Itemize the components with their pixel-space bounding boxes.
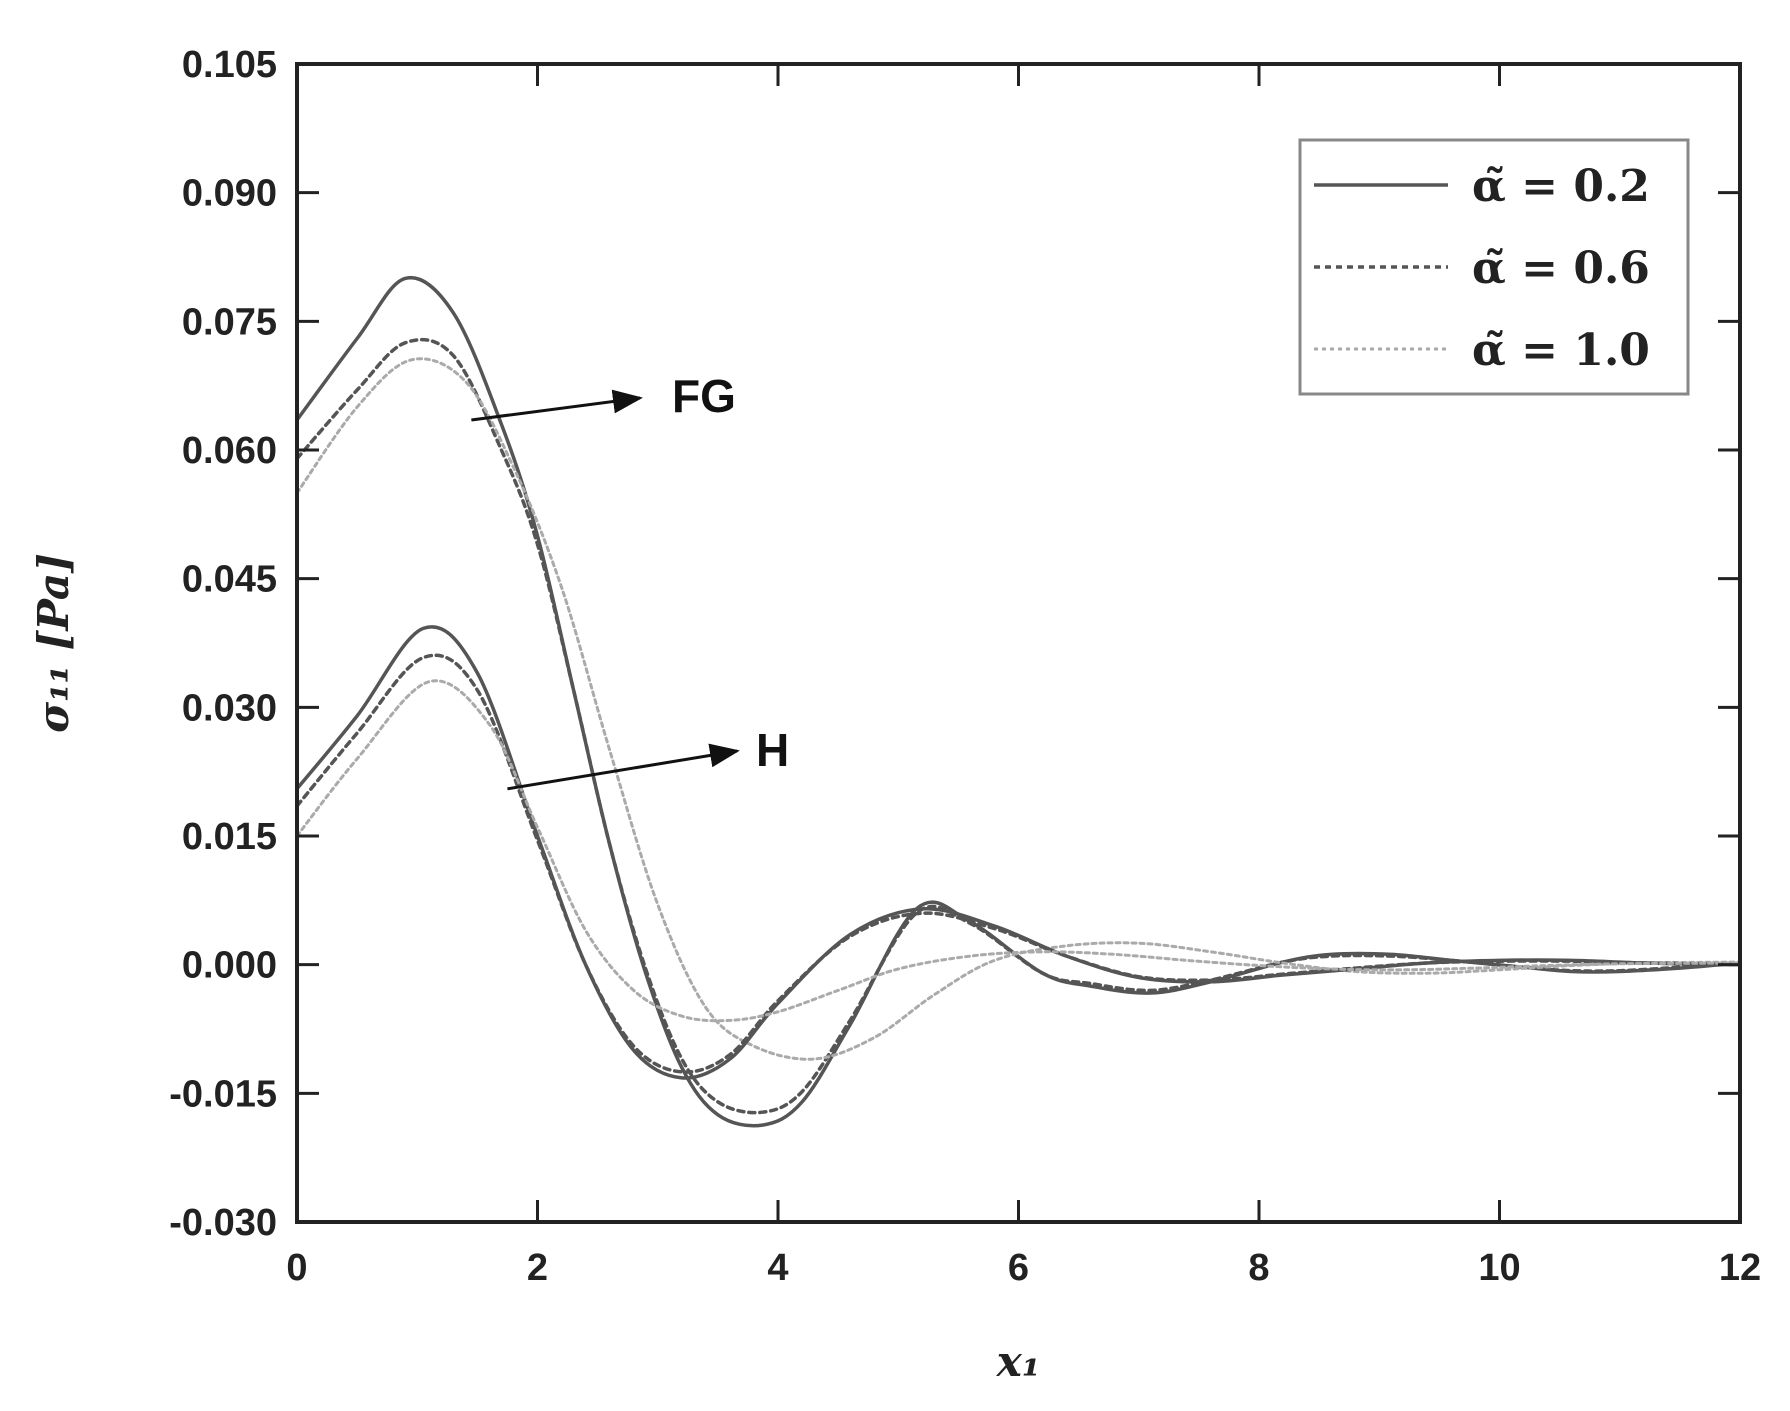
- legend-label-1: α̃ = 0.6: [1472, 243, 1650, 294]
- legend-label-0: α̃ = 0.2: [1472, 161, 1650, 212]
- y-tick-label-4: 0.030: [182, 687, 277, 729]
- y-tick-label-9: 0.105: [182, 44, 277, 86]
- annotation-label-fg: FG: [672, 370, 736, 422]
- y-tick-label-8: 0.090: [182, 173, 277, 215]
- ticks-layer: 0 2 4 6 8 10 12 -0.030 -0.015 0.000 0.015 0.030 0.04…: [169, 44, 1761, 1289]
- y-tick-label-6: 0.060: [182, 430, 277, 472]
- annotation-arrow-fg: [471, 389, 643, 422]
- x-tick-label-1: 2: [527, 1247, 548, 1289]
- series-line-4: [295, 653, 1742, 1074]
- x-tick-label-3: 6: [1008, 1247, 1029, 1289]
- series-line-3: [295, 625, 1742, 1080]
- series-line-2: [295, 357, 1742, 1061]
- y-tick-label-5: 0.045: [182, 559, 277, 601]
- y-tick-label-2: 0.000: [182, 945, 277, 987]
- y-tick-label-3: 0.015: [182, 816, 277, 858]
- legend: α̃ = 0.2 α̃ = 0.6 α̃ = 1.0: [1298, 138, 1690, 396]
- x-axis-title: x₁: [996, 1337, 1040, 1386]
- y-tick-label-1: -0.015: [169, 1073, 277, 1115]
- y-tick-label-0: -0.030: [169, 1202, 277, 1244]
- series-layer: [295, 275, 1742, 1128]
- annotations-layer: FG H: [471, 370, 789, 791]
- annotation-arrow-h: [507, 743, 740, 791]
- legend-label-2: α̃ = 1.0: [1472, 325, 1650, 376]
- x-tick-label-4: 8: [1248, 1247, 1269, 1289]
- y-axis-title: σ₁₁ [Pa]: [29, 553, 78, 733]
- series-line-5: [295, 679, 1742, 1023]
- x-tick-label-0: 0: [286, 1247, 307, 1289]
- series-line-0: [295, 275, 1742, 1128]
- x-tick-label-6: 12: [1719, 1247, 1761, 1289]
- annotation-label-h: H: [756, 724, 789, 776]
- x-tick-label-5: 10: [1478, 1247, 1520, 1289]
- series-line-1: [295, 337, 1742, 1115]
- legend-box: [1298, 138, 1690, 396]
- y-tick-label-7: 0.075: [182, 301, 277, 343]
- x-tick-label-2: 4: [767, 1247, 788, 1289]
